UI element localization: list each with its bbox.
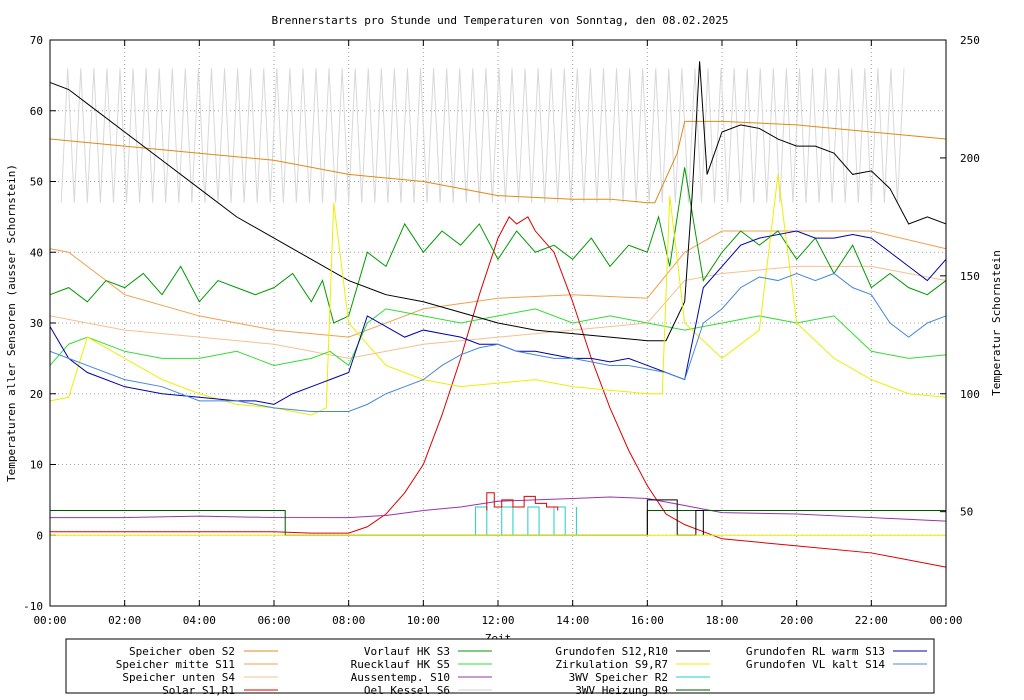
legend-label: Zirkulation S9,R7 (555, 658, 668, 671)
y2-tick-label: 250 (960, 34, 980, 47)
y-tick-label: 50 (30, 176, 43, 189)
series-line (49, 61, 947, 342)
y-axis-label: Temperaturen aller Sensoren (ausser Scho… (5, 164, 18, 482)
legend-label: Speicher mitte S11 (116, 658, 235, 671)
step-series-line (486, 492, 559, 511)
legend-label: Grundofen RL warm S13 (746, 645, 885, 658)
legend-label: Speicher unten S4 (122, 671, 235, 684)
series-line (50, 216, 947, 568)
x-tick-label: 02:00 (108, 614, 141, 627)
y2-tick-label: 150 (960, 270, 980, 283)
y-tick-label: 0 (36, 529, 43, 542)
y-tick-label: 30 (30, 317, 43, 330)
series-line (49, 174, 947, 416)
series-line (49, 272, 947, 412)
x-tick-label: 00:00 (33, 614, 66, 627)
x-tick-label: 06:00 (257, 614, 290, 627)
ticks: 00:00 02:00 04:00 06:00 08:00 10:00 12:00 14:00… (23, 34, 980, 627)
legend-label: Vorlauf HK S3 (364, 645, 450, 658)
series-line (49, 265, 947, 359)
legend-label: Aussentemp. S10 (351, 671, 450, 684)
legend-label: 3WV Heizung R9 (575, 684, 668, 697)
y-tick-label: 20 (30, 388, 43, 401)
legend-label: Solar S1,R1 (162, 684, 235, 697)
chart-title: Brennerstarts pro Stunde und Temperature… (272, 14, 729, 27)
x-tick-label: 18:00 (705, 614, 738, 627)
x-tick-label: 04:00 (183, 614, 216, 627)
x-tick-label: 12:00 (481, 614, 514, 627)
legend-label: 3WV Speicher R2 (569, 671, 668, 684)
y-tick-label: 10 (30, 459, 43, 472)
legend-label: Grundofen VL kalt S14 (746, 658, 885, 671)
step-series-line (475, 506, 577, 536)
series (49, 61, 947, 568)
legend-label: Speicher oben S2 (129, 645, 235, 658)
legend-label: Oel Kessel S6 (364, 684, 450, 697)
y-tick-label: 60 (30, 105, 43, 118)
series-line (49, 308, 947, 367)
x-tick-label: 22:00 (855, 614, 888, 627)
y2-axis-label: Temperatur Schornstein (990, 250, 1003, 396)
x-tick-label: 16:00 (631, 614, 664, 627)
y2-tick-label: 100 (960, 388, 980, 401)
x-tick-label: 20:00 (780, 614, 813, 627)
series-line (49, 230, 947, 405)
series-line (49, 120, 947, 204)
series-line (50, 496, 947, 522)
y-tick-label: -10 (23, 600, 43, 613)
x-tick-label: 00:00 (929, 614, 962, 627)
legend-label: Ruecklauf HK S5 (351, 658, 450, 671)
series-oel-kessel (60, 68, 905, 203)
x-tick-label: 10:00 (407, 614, 440, 627)
y-tick-label: 70 (30, 34, 43, 47)
step-series-line (646, 499, 704, 536)
x-tick-label: 08:00 (332, 614, 365, 627)
x-tick-label: 14:00 (556, 614, 589, 627)
y2-tick-label: 200 (960, 152, 980, 165)
series-line (49, 167, 947, 324)
plot-frame (49, 39, 947, 607)
legend-box (65, 638, 935, 694)
y2-tick-label: 50 (960, 506, 973, 519)
y-tick-label: 40 (30, 246, 43, 259)
legend-label: Grundofen S12,R10 (555, 645, 668, 658)
